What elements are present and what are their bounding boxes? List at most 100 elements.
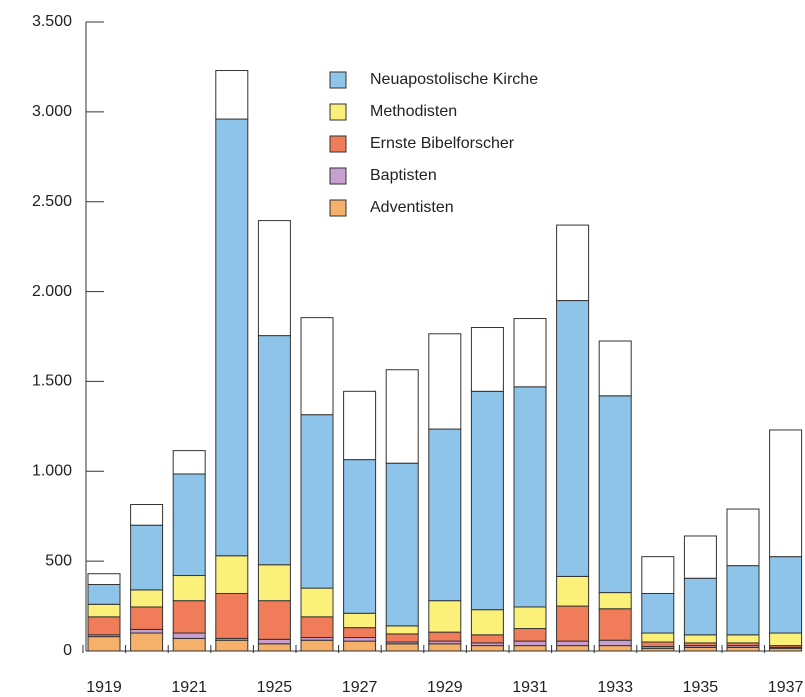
bar-segment: [172, 600, 206, 634]
bar-segment: [343, 612, 377, 629]
bar-segment: [641, 632, 675, 643]
bar-segment: [343, 459, 377, 614]
bar-segment: [385, 625, 419, 635]
bar-segment: [257, 564, 291, 602]
x-tick-label: 1937: [768, 679, 804, 696]
bar-segment: [470, 609, 504, 636]
bar-segment: [598, 395, 632, 594]
bar-segment: [470, 390, 504, 611]
x-tick-label: 1929: [427, 679, 463, 696]
bar-segment: [513, 318, 547, 388]
bar-segment: [683, 535, 717, 579]
bar-segment: [87, 584, 121, 605]
x-tick-label: 1931: [512, 679, 548, 696]
y-tick-label: 2.500: [32, 193, 72, 210]
legend-label: Adventisten: [370, 199, 454, 216]
bar-segment: [556, 224, 590, 302]
bar-segment: [300, 414, 334, 589]
bar-segment: [513, 645, 547, 652]
bar-segment: [87, 636, 121, 652]
x-tick-label: 1933: [597, 679, 633, 696]
bar-segment: [385, 369, 419, 464]
legend-label: Ernste Bibelforscher: [370, 135, 515, 152]
bar-segment: [641, 556, 675, 594]
bar-segment: [172, 473, 206, 577]
bar-segment: [769, 556, 803, 634]
bar-segment: [598, 645, 632, 652]
bar-segment: [556, 640, 590, 647]
bar-segment: [172, 632, 206, 639]
bar-segment: [257, 600, 291, 640]
bar-segment: [726, 634, 760, 644]
bar-segment: [428, 600, 462, 633]
bar-segment: [257, 335, 291, 566]
bar-segment: [343, 637, 377, 642]
bar-segment: [556, 605, 590, 642]
bar-segment: [428, 428, 462, 602]
y-tick-label: 3.000: [32, 103, 72, 120]
y-tick-label: 0: [63, 642, 72, 659]
x-tick-label: 1927: [342, 679, 378, 696]
legend-label: Methodisten: [370, 103, 457, 120]
bar-segment: [683, 577, 717, 636]
bar-segment: [385, 643, 419, 652]
bar-segment: [130, 589, 164, 608]
legend-swatch: [329, 199, 347, 217]
y-tick-label: 1.500: [32, 373, 72, 390]
bar-segment: [130, 524, 164, 591]
bar-segment: [343, 390, 377, 461]
x-tick-label: 1921: [171, 679, 207, 696]
bar-segment: [257, 643, 291, 652]
bar-segment: [726, 646, 760, 652]
bar-segment: [598, 592, 632, 610]
bar-segment: [300, 616, 334, 639]
bar-segment: [87, 573, 121, 586]
bar-segment: [428, 333, 462, 430]
bar-segment: [598, 340, 632, 397]
bar-segment: [215, 592, 249, 639]
bar-segment: [556, 575, 590, 607]
x-tick-label: 1935: [683, 679, 719, 696]
bar-segment: [726, 565, 760, 636]
bar-segment: [769, 429, 803, 558]
bar-segment: [513, 386, 547, 608]
bar-segment: [172, 450, 206, 475]
bar-segment: [343, 640, 377, 652]
x-tick-label: 1925: [257, 679, 293, 696]
bar-segment: [343, 627, 377, 639]
bar-segment: [257, 220, 291, 337]
y-tick-label: 500: [45, 552, 72, 569]
y-tick-label: 3.500: [32, 13, 72, 30]
bar-segment: [215, 555, 249, 594]
bar-segment: [683, 634, 717, 644]
legend-label: Baptisten: [370, 167, 437, 184]
bar-segment: [172, 637, 206, 652]
bar-segment: [513, 640, 547, 647]
bar-segment: [172, 575, 206, 602]
y-tick-label: 2.000: [32, 283, 72, 300]
bar-segment: [470, 645, 504, 652]
legend-swatch: [329, 135, 347, 153]
bar-segment: [130, 606, 164, 630]
bar-segment: [215, 118, 249, 557]
bar-segment: [598, 608, 632, 641]
bar-segment: [300, 317, 334, 416]
bar-segment: [769, 632, 803, 647]
y-tick-label: 1.000: [32, 463, 72, 480]
bar-segment: [87, 603, 121, 618]
legend-label: Neuapostolische Kirche: [370, 71, 538, 88]
bar-segment: [513, 606, 547, 630]
bar-segment: [385, 633, 419, 643]
bar-segment: [470, 327, 504, 392]
bar-segment: [385, 462, 419, 627]
bar-segment: [470, 634, 504, 644]
bar-segment: [726, 508, 760, 567]
bar-segment: [257, 638, 291, 645]
bar-segment: [641, 641, 675, 648]
bar-segment: [215, 70, 249, 120]
bar-segment: [87, 616, 121, 636]
bar-segment: [641, 592, 675, 634]
bar-segment: [598, 639, 632, 647]
legend-swatch: [329, 71, 347, 89]
